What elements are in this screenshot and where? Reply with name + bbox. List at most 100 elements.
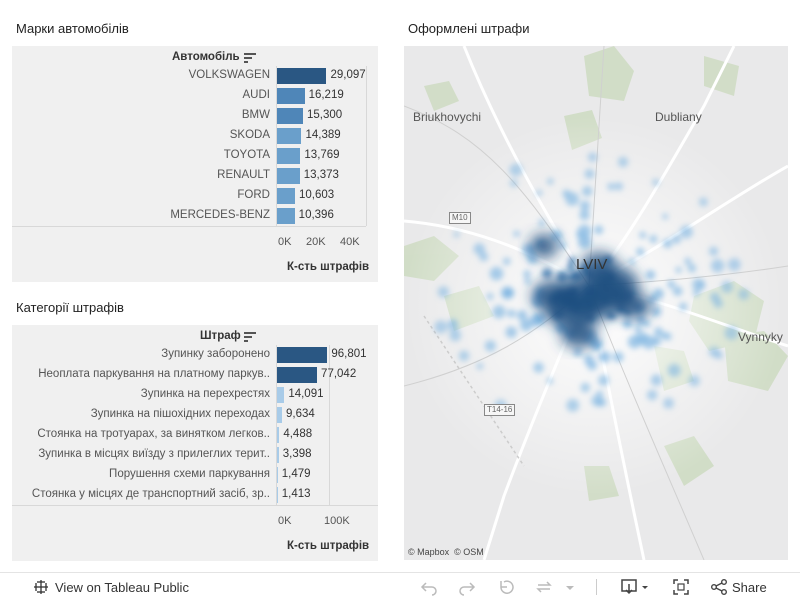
bar-mark[interactable] <box>277 168 300 184</box>
chevron-down-icon[interactable] <box>565 578 575 596</box>
heatmap-point <box>697 281 706 289</box>
revert-icon[interactable] <box>497 578 515 596</box>
heatmap-point <box>509 163 523 177</box>
bar-mark[interactable] <box>277 427 280 443</box>
fullscreen-icon[interactable] <box>672 578 690 596</box>
heatmap-point <box>721 280 734 293</box>
bar-category-label[interactable]: AUDI <box>242 89 270 101</box>
brands-axis-title: К-сть штрафів <box>287 261 370 273</box>
categories-panel <box>12 325 378 561</box>
bar-mark[interactable] <box>277 188 296 204</box>
heatmap-point <box>577 234 592 249</box>
heatmap-point <box>698 197 708 207</box>
categories-grid-end <box>329 345 330 505</box>
heatmap-point <box>651 336 662 346</box>
bar-category-label[interactable]: Зупинка в місцях виїзду з прилеглих тери… <box>38 448 270 460</box>
sort-icon[interactable] <box>244 332 256 342</box>
bar-category-label[interactable]: SKODA <box>229 129 270 141</box>
share-button[interactable]: Share <box>732 580 767 595</box>
bar-category-label[interactable]: BMW <box>241 109 270 121</box>
heatmap-point <box>546 377 554 385</box>
heatmap-point <box>684 257 692 265</box>
heatmap-point <box>516 310 528 321</box>
view-on-tableau-link[interactable]: View on Tableau Public <box>55 580 189 595</box>
bar-value-label: 13,373 <box>303 169 339 181</box>
bar-mark[interactable] <box>277 447 279 463</box>
heatmap-point <box>538 219 546 226</box>
bar-category-label[interactable]: Неоплата паркування на платному паркув.. <box>38 368 270 380</box>
heatmap-point <box>660 332 668 339</box>
heatmap-point <box>505 326 518 339</box>
heatmap-point <box>583 354 594 365</box>
heatmap-point <box>727 258 741 271</box>
heatmap-point <box>667 280 676 289</box>
heatmap-point <box>679 225 693 239</box>
redo-icon[interactable] <box>458 578 476 596</box>
heatmap-point <box>501 287 513 298</box>
heatmap-point <box>580 382 591 393</box>
bar-mark[interactable] <box>277 467 278 483</box>
bar-category-label[interactable]: FORD <box>237 189 270 201</box>
bar-mark[interactable] <box>277 108 303 124</box>
bar-mark[interactable] <box>277 88 305 104</box>
heatmap-point <box>434 320 448 334</box>
bar-mark[interactable] <box>277 367 318 383</box>
bar-mark[interactable] <box>277 487 278 503</box>
heatmap-point <box>713 298 723 309</box>
bar-mark[interactable] <box>277 407 282 423</box>
heatmap-point <box>592 340 602 350</box>
toolbar-divider <box>596 579 597 595</box>
heatmap-point <box>598 374 610 386</box>
bar-mark[interactable] <box>277 208 295 224</box>
road-shield: M10 <box>449 212 471 224</box>
bar-category-label[interactable]: Стоянка на тротуарах, за винятком легков… <box>37 428 270 440</box>
heatmap-point <box>584 168 595 179</box>
sort-icon[interactable] <box>244 53 256 63</box>
heatmap-point <box>502 257 511 266</box>
brands-header[interactable]: Автомобіль <box>172 51 240 63</box>
bar-value-label: 14,389 <box>305 129 341 141</box>
bar-category-label[interactable]: VOLKSWAGEN <box>188 69 270 81</box>
bar-mark[interactable] <box>277 387 285 403</box>
share-icon[interactable] <box>710 578 728 596</box>
heatmap-point <box>643 320 651 328</box>
heatmap-point <box>565 192 580 206</box>
map-place-label: Dubliany <box>655 110 702 124</box>
bar-category-label[interactable]: Стоянка у місцях де транспортний засіб, … <box>31 488 270 500</box>
bar-category-label[interactable]: MERCEDES-BENZ <box>170 209 270 221</box>
undo-icon[interactable] <box>420 578 438 596</box>
map-title: Оформлені штрафи <box>408 21 530 36</box>
brands-divider <box>12 226 366 227</box>
heatmap-point <box>489 266 504 281</box>
heatmap-point <box>671 234 682 244</box>
bar-category-label[interactable]: Зупинка на пішохідних переходах <box>90 408 270 420</box>
bar-category-label[interactable]: Зупинка на перехрестях <box>140 388 270 400</box>
download-icon[interactable] <box>620 578 650 596</box>
refresh-icon[interactable] <box>535 578 553 596</box>
bar-mark[interactable] <box>277 347 328 363</box>
map-base <box>404 46 788 560</box>
heatmap-point <box>652 178 660 186</box>
bar-value-label: 29,097 <box>330 69 366 81</box>
bar-mark[interactable] <box>277 68 327 84</box>
map-view[interactable]: Briukhovychi Dubliany Vynnyky LVIV M10 T… <box>404 46 788 560</box>
categories-axis-title: К-сть штрафів <box>287 540 370 552</box>
categories-header[interactable]: Штраф <box>200 330 241 342</box>
map-city-label: LVIV <box>576 256 608 273</box>
heatmap-point <box>634 325 642 333</box>
bar-category-label[interactable]: TOYOTA <box>223 149 270 161</box>
bar-value-label: 15,300 <box>307 109 343 121</box>
bar-category-label[interactable]: RENAULT <box>217 169 270 181</box>
heatmap-point <box>672 286 683 296</box>
bar-mark[interactable] <box>277 128 302 144</box>
heatmap-point <box>513 230 520 237</box>
bar-category-label[interactable]: Зупинку заборонено <box>161 348 270 360</box>
heatmap-point <box>529 314 543 327</box>
bar-mark[interactable] <box>277 148 301 164</box>
bar-category-label[interactable]: Порушення схеми паркування <box>109 468 270 480</box>
axis-tick-label: 40K <box>340 236 360 248</box>
heatmap-point <box>437 286 450 298</box>
heatmap-point <box>524 278 531 285</box>
heatmap-point <box>594 225 604 235</box>
heatmap-point <box>688 375 700 387</box>
